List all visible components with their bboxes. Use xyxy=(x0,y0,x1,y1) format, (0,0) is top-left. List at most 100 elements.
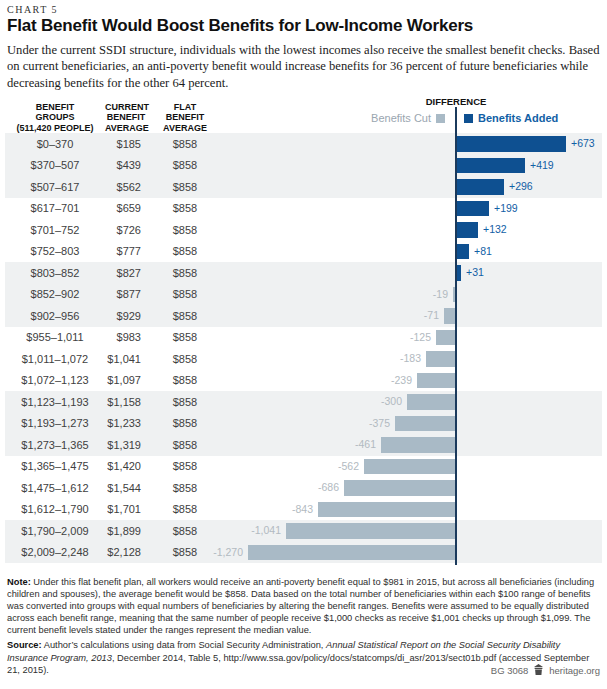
heritage-logo-icon xyxy=(533,664,544,677)
table-row: $1,123–1,193 $1,158 $858 -300 xyxy=(5,391,602,413)
legend-benefits-cut-label: Benefits Cut xyxy=(371,112,431,124)
difference-bar xyxy=(286,523,456,539)
current-benefit-cell: $1,097 xyxy=(105,374,157,386)
table-row: $955–1,011 $983 $858 -125 xyxy=(5,327,602,349)
benefit-group-cell: $1,193–1,273 xyxy=(5,417,105,429)
current-benefit-cell: $185 xyxy=(105,138,157,150)
table-row: $0–370 $185 $858 +673 xyxy=(5,133,602,155)
flat-benefit-cell: $858 xyxy=(157,460,213,472)
benefit-group-cell: $1,612–1,790 xyxy=(5,503,105,515)
benefit-group-cell: $0–370 xyxy=(5,138,105,150)
difference-value-label: -125 xyxy=(410,327,431,349)
difference-value-label: -562 xyxy=(338,456,359,478)
difference-bar xyxy=(456,244,469,260)
flat-benefit-cell: $858 xyxy=(157,503,213,515)
current-benefit-cell: $562 xyxy=(105,181,157,193)
column-header-current-benefit: CURRENT BENEFIT AVERAGE xyxy=(105,102,157,134)
flat-benefit-cell: $858 xyxy=(157,288,213,300)
note-label: Note: xyxy=(7,577,31,587)
report-id: BG 3068 xyxy=(491,665,529,676)
table-row: $1,193–1,273 $1,233 $858 -375 xyxy=(5,413,602,435)
difference-value-label: -375 xyxy=(369,413,390,435)
difference-value-label: +296 xyxy=(509,176,533,198)
difference-bar xyxy=(248,545,456,561)
chart-page: CHART 5 Flat Benefit Would Boost Benefit… xyxy=(0,0,607,689)
benefits-cut-swatch-icon xyxy=(436,114,445,123)
difference-bar-zone: -461 xyxy=(213,434,602,456)
table-rows: $0–370 $185 $858 +673 $370–507 $439 $858… xyxy=(5,133,602,563)
table-row: $1,011–1,072 $1,041 $858 -183 xyxy=(5,348,602,370)
current-benefit-cell: $877 xyxy=(105,288,157,300)
benefit-group-cell: $370–507 xyxy=(5,159,105,171)
current-benefit-cell: $1,420 xyxy=(105,460,157,472)
table-row: $617–701 $659 $858 +199 xyxy=(5,198,602,220)
flat-benefit-cell: $858 xyxy=(157,138,213,150)
note-paragraph: Note: Under this flat benefit plan, all … xyxy=(7,576,602,636)
column-header-benefit-groups: BENEFIT GROUPS (511,420 PEOPLE) xyxy=(5,102,105,134)
difference-value-label: -71 xyxy=(424,305,439,327)
difference-value-label: +132 xyxy=(483,219,507,241)
difference-bar xyxy=(407,394,456,410)
difference-bar-zone: +419 xyxy=(213,155,602,177)
note-text: Under this flat benefit plan, all worker… xyxy=(7,577,594,635)
benefits-added-swatch-icon xyxy=(464,114,473,123)
footer: BG 3068 heritage.org xyxy=(491,664,600,677)
source-label: Source: xyxy=(7,640,42,650)
difference-bar-zone: -239 xyxy=(213,370,602,392)
benefit-group-cell: $1,475–1,612 xyxy=(5,482,105,494)
current-benefit-cell: $983 xyxy=(105,331,157,343)
flat-benefit-cell: $858 xyxy=(157,267,213,279)
benefit-group-cell: $1,072–1,123 xyxy=(5,374,105,386)
current-benefit-cell: $659 xyxy=(105,202,157,214)
table-row: $370–507 $439 $858 +419 xyxy=(5,155,602,177)
difference-value-label: -843 xyxy=(292,499,313,521)
difference-bar-zone: +296 xyxy=(213,176,602,198)
table-row: $1,273–1,365 $1,319 $858 -461 xyxy=(5,434,602,456)
difference-bar xyxy=(318,502,456,518)
difference-bar xyxy=(395,416,456,432)
difference-value-label: -300 xyxy=(381,391,402,413)
difference-value-label: -239 xyxy=(391,370,412,392)
table-row: $507–617 $562 $858 +296 xyxy=(5,176,602,198)
benefit-group-cell: $1,123–1,193 xyxy=(5,396,105,408)
flat-benefit-cell: $858 xyxy=(157,245,213,257)
current-benefit-cell: $827 xyxy=(105,267,157,279)
flat-benefit-cell: $858 xyxy=(157,353,213,365)
difference-bar-zone: -562 xyxy=(213,456,602,478)
current-benefit-cell: $1,701 xyxy=(105,503,157,515)
difference-bar-zone: +673 xyxy=(213,133,602,155)
difference-value-label: -19 xyxy=(433,284,448,306)
difference-bar xyxy=(456,222,478,238)
benefit-group-cell: $617–701 xyxy=(5,202,105,214)
flat-benefit-cell: $858 xyxy=(157,525,213,537)
benefit-group-cell: $1,273–1,365 xyxy=(5,439,105,451)
table-row: $1,790–2,009 $1,899 $858 -1,041 xyxy=(5,520,602,542)
benefit-group-cell: $1,790–2,009 xyxy=(5,525,105,537)
difference-bar xyxy=(456,179,504,195)
difference-bar-zone: +199 xyxy=(213,198,602,220)
difference-value-label: +199 xyxy=(494,198,518,220)
current-benefit-cell: $1,041 xyxy=(105,353,157,365)
benefit-group-cell: $852–902 xyxy=(5,288,105,300)
difference-bar-zone: +81 xyxy=(213,241,602,263)
table-row: $902–956 $929 $858 -71 xyxy=(5,305,602,327)
flat-benefit-cell: $858 xyxy=(157,224,213,236)
flat-benefit-cell: $858 xyxy=(157,202,213,214)
current-benefit-cell: $777 xyxy=(105,245,157,257)
flat-benefit-cell: $858 xyxy=(157,159,213,171)
difference-value-label: +673 xyxy=(571,133,595,155)
site-name: heritage.org xyxy=(549,665,600,676)
difference-bar xyxy=(381,437,456,453)
difference-bar-zone: -300 xyxy=(213,391,602,413)
difference-bar-zone: -19 xyxy=(213,284,602,306)
benefit-group-cell: $1,011–1,072 xyxy=(5,353,105,365)
difference-value-label: +31 xyxy=(466,262,484,284)
difference-bar-zone: -686 xyxy=(213,477,602,499)
benefit-group-cell: $701–752 xyxy=(5,224,105,236)
benefit-group-cell: $752–803 xyxy=(5,245,105,257)
current-benefit-cell: $2,128 xyxy=(105,546,157,558)
difference-value-label: +81 xyxy=(474,241,492,263)
difference-bar xyxy=(456,158,525,174)
difference-bar xyxy=(364,459,456,475)
current-benefit-cell: $1,319 xyxy=(105,439,157,451)
